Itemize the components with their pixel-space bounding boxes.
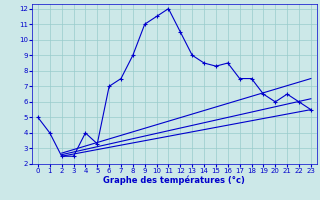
X-axis label: Graphe des températures (°c): Graphe des températures (°c) [103, 176, 245, 185]
